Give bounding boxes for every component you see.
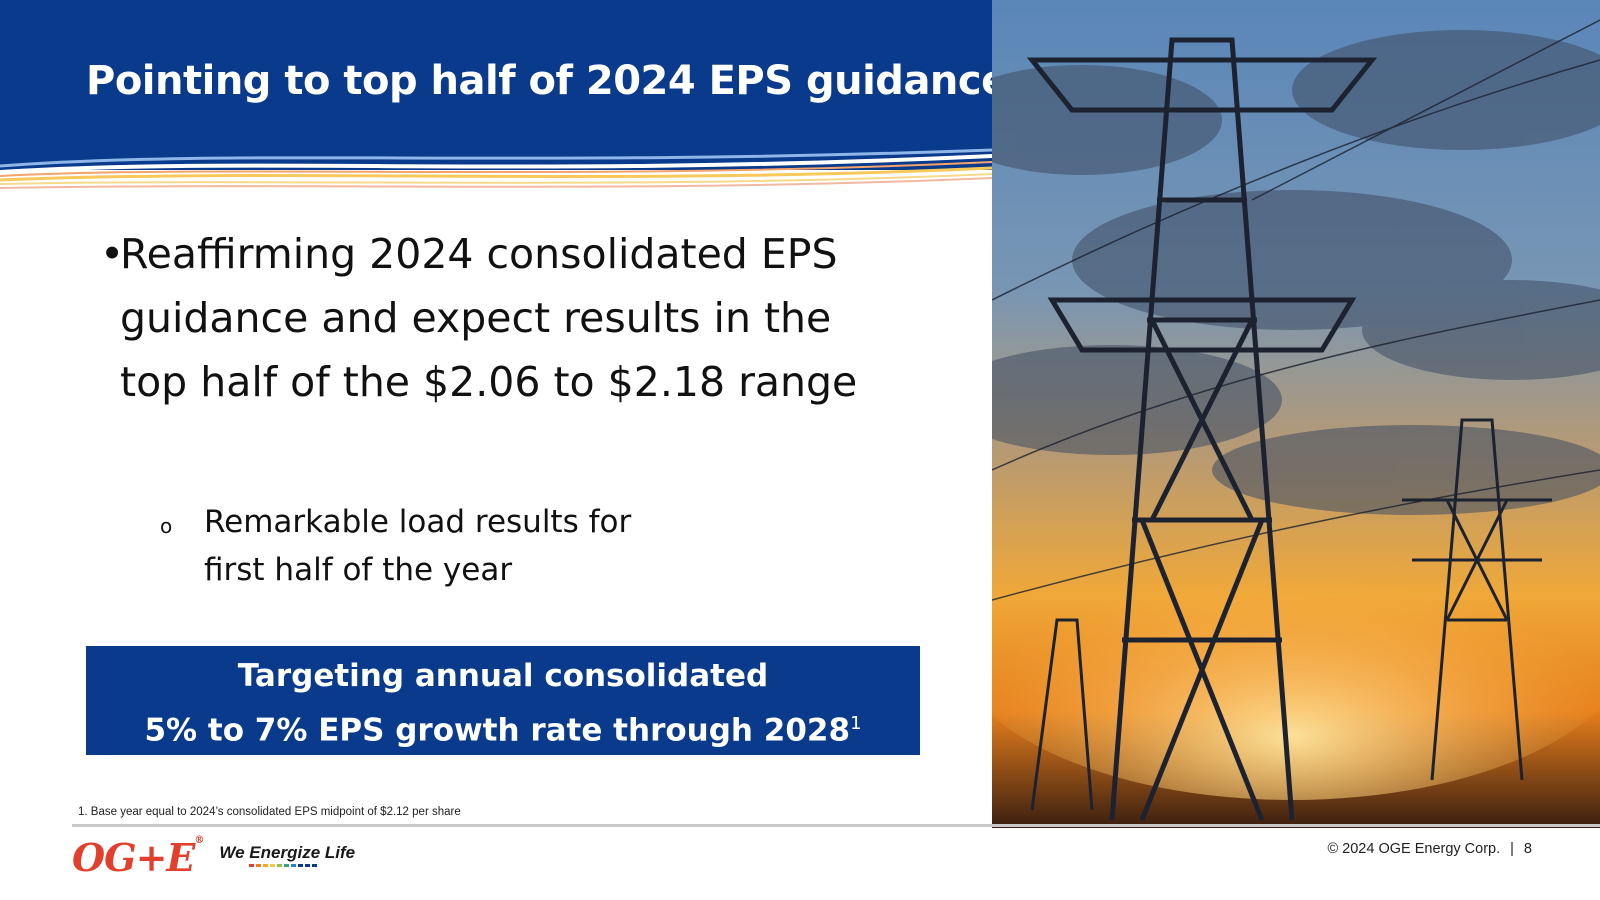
callout-line-1: Targeting annual consolidated xyxy=(237,658,769,694)
callout-line-2-wrap: 5% to 7% EPS growth rate through 20281 xyxy=(86,700,920,754)
footer-separator: | xyxy=(1510,841,1514,857)
logo-plus-icon: + xyxy=(135,834,168,880)
bullet-marker: • xyxy=(100,230,125,278)
logo-text: OG xyxy=(72,834,137,880)
oge-logo: OG+E® We Energize Life xyxy=(72,834,355,880)
slide-title: Pointing to top half of 2024 EPS guidanc… xyxy=(86,58,1008,104)
copyright-footer: © 2024 OGE Energy Corp. | 8 xyxy=(1327,841,1532,857)
copyright-text: © 2024 OGE Energy Corp. xyxy=(1327,841,1501,857)
footer-divider xyxy=(72,824,1600,827)
main-bullet: • Reaffirming 2024 consolidated EPS guid… xyxy=(100,222,890,414)
tagline-color-dots xyxy=(249,864,355,867)
tagline: We Energize Life xyxy=(219,843,356,862)
logo-wordmark: OG+E® xyxy=(72,834,204,880)
sub-bullet-marker: o xyxy=(160,514,173,538)
sub-bullet-text: Remarkable load results for first half o… xyxy=(204,504,632,588)
growth-target-callout: Targeting annual consolidated 5% to 7% E… xyxy=(86,646,920,755)
callout-line-2: 5% to 7% EPS growth rate through 2028 xyxy=(144,712,851,749)
registered-mark: ® xyxy=(194,834,204,846)
tagline-block: We Energize Life xyxy=(219,843,355,867)
footnote: 1. Base year equal to 2024’s consolidate… xyxy=(78,806,461,818)
main-bullet-text: Reaffirming 2024 consolidated EPS guidan… xyxy=(120,230,858,406)
page-number: 8 xyxy=(1523,841,1532,857)
callout-footnote-ref: 1 xyxy=(850,713,862,734)
sub-bullet: o Remarkable load results for first half… xyxy=(158,498,678,594)
decorative-wave-lines xyxy=(0,148,992,189)
title-banner xyxy=(0,0,992,170)
transmission-towers-photo xyxy=(992,0,1600,828)
logo-text-end: E xyxy=(166,834,195,880)
